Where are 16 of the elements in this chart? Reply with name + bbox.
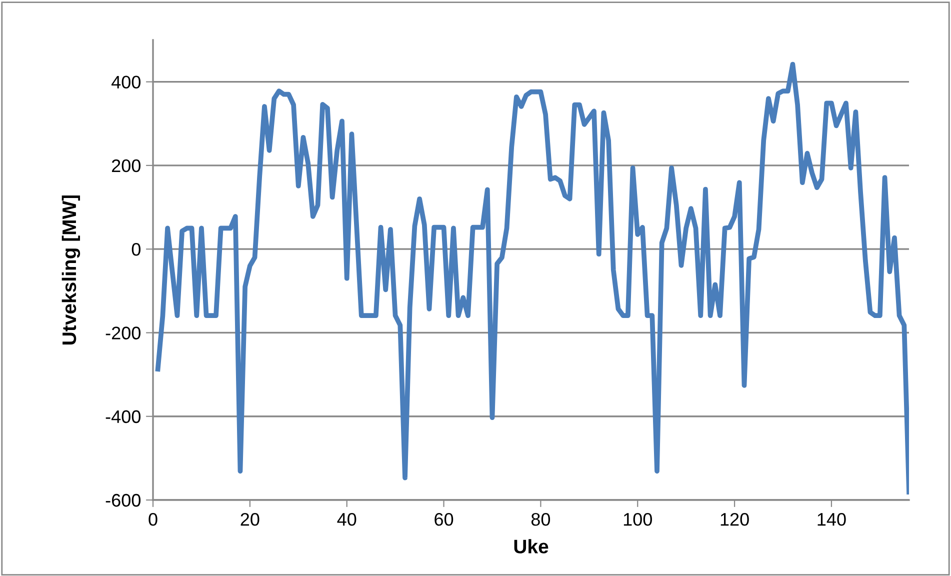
x-tick-label: 80 (531, 512, 550, 526)
x-tick-label: 20 (240, 512, 260, 526)
x-tick-label: 0 (148, 512, 158, 526)
y-axis-title: Utveksling [MW] (62, 195, 80, 344)
y-tick-label: -600 (106, 494, 140, 507)
x-tick-label: 140 (818, 512, 846, 526)
y-tick-label: 200 (112, 159, 140, 172)
y-tick-label: -200 (106, 326, 140, 340)
x-tick-label: 40 (337, 512, 356, 526)
y-tick-label: -400 (106, 410, 140, 424)
x-axis-title: Uke (514, 539, 548, 554)
x-tick-label: 100 (624, 512, 652, 526)
x-tick-label: 120 (720, 512, 749, 526)
y-tick-label: 0 (132, 243, 140, 256)
x-tick-label: 60 (434, 512, 454, 526)
y-tick-label: 400 (111, 76, 140, 89)
